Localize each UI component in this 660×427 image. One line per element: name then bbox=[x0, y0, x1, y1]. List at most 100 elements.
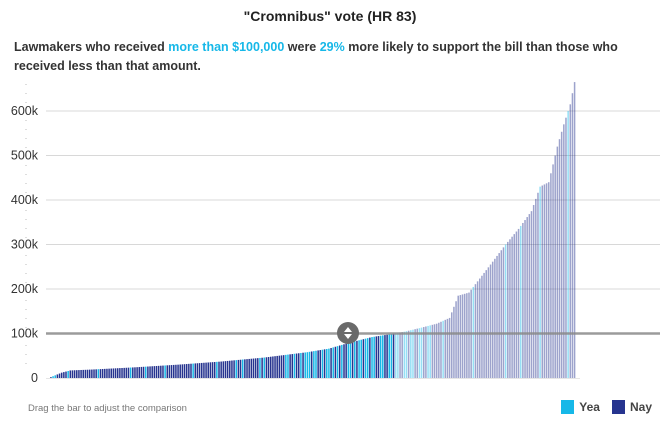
bar-yea bbox=[403, 331, 406, 378]
bar-nay bbox=[453, 306, 455, 378]
bar-nay bbox=[489, 264, 492, 378]
bar-nay bbox=[407, 330, 410, 378]
bar-nay bbox=[459, 295, 462, 378]
bar-nay bbox=[116, 368, 119, 378]
bar-yea bbox=[313, 351, 315, 378]
bar-nay bbox=[108, 368, 110, 378]
bar-nay bbox=[558, 139, 561, 378]
bar-nay bbox=[101, 368, 104, 378]
bar-yea bbox=[427, 325, 429, 378]
threshold-drag-handle[interactable] bbox=[337, 322, 359, 344]
bar-chart: 0 100k 200k 300k 400k 500k 600k bbox=[11, 82, 660, 385]
bar-nay bbox=[181, 364, 184, 378]
bar-yea bbox=[216, 361, 218, 378]
bar-nay bbox=[56, 374, 59, 378]
bar-nay bbox=[261, 357, 263, 378]
bar-nay bbox=[211, 362, 214, 378]
bar-nay bbox=[310, 351, 313, 378]
bar-nay bbox=[250, 358, 253, 378]
bar-nay bbox=[498, 253, 500, 378]
bar-yea bbox=[144, 366, 147, 378]
bar-nay bbox=[535, 198, 537, 378]
bar-nay bbox=[463, 293, 466, 378]
bar-nay bbox=[63, 372, 65, 378]
bar-yea bbox=[382, 335, 384, 378]
bar-nay bbox=[425, 326, 427, 378]
bar-nay bbox=[248, 358, 250, 378]
bar-nay bbox=[399, 332, 401, 378]
bar-nay bbox=[468, 292, 470, 378]
bar-nay bbox=[134, 367, 136, 378]
bar-nay bbox=[166, 365, 169, 378]
bar-nay bbox=[95, 369, 97, 378]
bar-yea bbox=[308, 351, 311, 378]
bar-nay bbox=[457, 295, 459, 378]
bar-nay bbox=[201, 362, 203, 378]
bar-yea bbox=[300, 352, 302, 378]
bar-yea bbox=[67, 370, 69, 378]
bar-nay bbox=[526, 217, 528, 378]
bar-nay bbox=[511, 236, 513, 378]
bar-nay bbox=[168, 365, 171, 378]
bar-nay bbox=[142, 366, 145, 378]
bar-yea bbox=[567, 111, 569, 378]
bar-nay bbox=[552, 164, 554, 378]
bar-nay bbox=[438, 322, 440, 378]
bar-nay bbox=[58, 373, 61, 378]
bar-nay bbox=[491, 261, 494, 378]
bar-nay bbox=[386, 334, 388, 378]
bar-nay bbox=[147, 366, 149, 378]
bar-nay bbox=[173, 364, 175, 378]
bar-nay bbox=[528, 214, 531, 378]
subtitle-text: Lawmakers who received bbox=[14, 40, 169, 54]
bar-nay bbox=[239, 359, 242, 378]
bar-nay bbox=[162, 365, 164, 378]
bar-yea bbox=[259, 357, 261, 378]
bar-nay bbox=[104, 368, 106, 378]
bar-nay bbox=[392, 333, 395, 378]
subtitle-text: were bbox=[284, 40, 320, 54]
legend-swatch-nay bbox=[611, 400, 625, 414]
bar-yea bbox=[287, 354, 289, 378]
bar-nay bbox=[220, 361, 222, 378]
bar-yea bbox=[410, 330, 412, 378]
legend-label-nay: Nay bbox=[629, 400, 652, 414]
bar-nay bbox=[416, 328, 419, 378]
bar-nay bbox=[343, 344, 345, 378]
bar-nay bbox=[569, 104, 572, 378]
bar-yea bbox=[379, 335, 382, 378]
bar-yea bbox=[539, 186, 541, 378]
bar-yea bbox=[241, 359, 244, 378]
y-tick-label: 500k bbox=[11, 149, 39, 163]
bar-yea bbox=[306, 352, 309, 378]
bar-yea bbox=[336, 346, 339, 378]
bar-nay bbox=[114, 368, 117, 378]
bar-nay bbox=[125, 367, 128, 378]
bar-yea bbox=[97, 369, 100, 378]
bar-nay bbox=[190, 363, 192, 378]
bar-nay bbox=[522, 222, 524, 378]
bar-nay bbox=[140, 366, 143, 378]
bar-nay bbox=[149, 366, 151, 378]
bar-nay bbox=[502, 247, 505, 378]
bar-nay bbox=[60, 372, 63, 378]
bar-nay bbox=[155, 365, 158, 378]
bar-yea bbox=[52, 376, 54, 378]
bar-nay bbox=[110, 368, 113, 378]
bar-nay bbox=[138, 367, 141, 378]
bar-yea bbox=[293, 353, 296, 378]
bar-nay bbox=[351, 341, 354, 378]
bar-nay bbox=[280, 355, 283, 378]
bar-nay bbox=[556, 146, 559, 378]
bar-nay bbox=[422, 327, 425, 378]
bar-nay bbox=[440, 321, 442, 378]
bar-yea bbox=[366, 338, 369, 378]
bar-nay bbox=[80, 369, 82, 378]
bar-yea bbox=[164, 365, 166, 378]
y-tick-label: 0 bbox=[31, 371, 38, 385]
bar-yea bbox=[263, 357, 266, 378]
bar-nay bbox=[461, 294, 464, 378]
bar-nay bbox=[487, 267, 490, 378]
bar-yea bbox=[442, 320, 444, 378]
bar-nay bbox=[444, 319, 447, 378]
